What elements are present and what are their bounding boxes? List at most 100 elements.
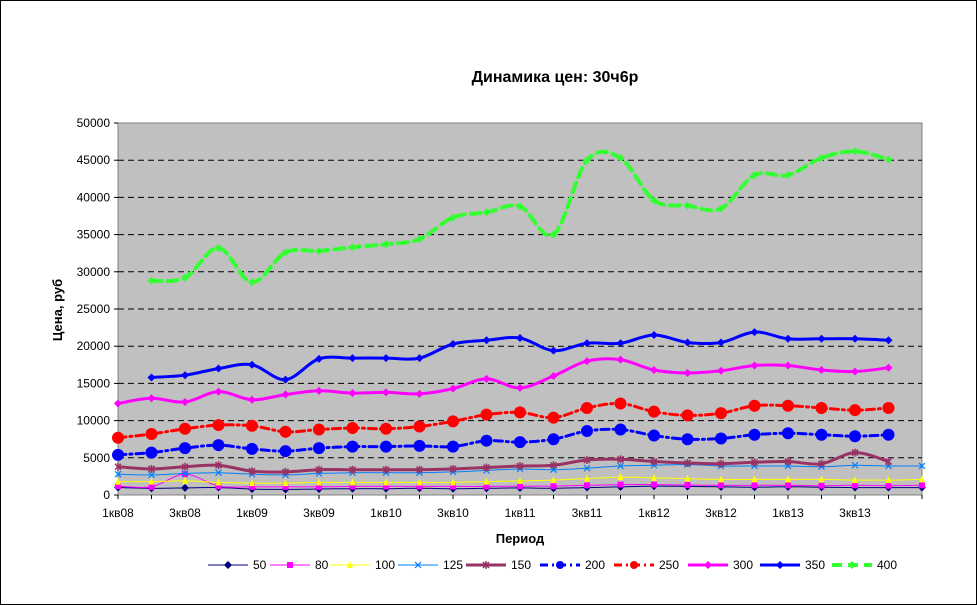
x-tick-label: 3кв11: [572, 506, 603, 520]
data-point: [748, 399, 761, 412]
legend-label: 80: [315, 558, 329, 572]
legend-item: 150: [466, 558, 531, 572]
y-tick-label: 5000: [83, 451, 110, 465]
series-lines: [112, 147, 926, 494]
x-tick-label: 1кв08: [102, 506, 134, 520]
legend-label: 400: [877, 558, 897, 572]
data-point: [416, 478, 423, 486]
data-point: [750, 171, 759, 180]
data-point: [447, 440, 459, 453]
data-point: [681, 409, 694, 422]
data-point: [651, 473, 657, 481]
data-point: [347, 561, 353, 568]
data-point: [817, 153, 826, 162]
legend-label: 100: [375, 558, 395, 572]
data-point: [316, 478, 322, 486]
data-point: [717, 459, 725, 468]
data-point: [648, 405, 660, 418]
data-point: [648, 429, 660, 442]
data-point: [851, 147, 859, 156]
data-point: [817, 459, 826, 468]
y-tick-label: 45000: [77, 153, 111, 167]
data-point: [114, 470, 122, 478]
series-line: [116, 451, 890, 474]
data-point: [818, 475, 825, 483]
data-point: [346, 440, 359, 453]
y-tick-label: 25000: [77, 302, 111, 316]
data-point: [784, 457, 792, 466]
data-point: [382, 240, 390, 249]
data-point: [550, 476, 557, 484]
data-point: [416, 483, 423, 490]
data-point: [650, 331, 658, 340]
legend-item: 300: [688, 558, 753, 572]
data-point: [684, 474, 691, 482]
data-point: [751, 482, 758, 489]
data-point: [782, 399, 794, 412]
legend-label: 250: [659, 558, 679, 572]
data-point: [884, 363, 893, 372]
data-point: [784, 361, 792, 370]
data-point: [617, 462, 624, 470]
legend-label: 200: [585, 558, 605, 572]
x-tick-label: 3кв08: [169, 506, 201, 520]
data-point: [348, 389, 357, 398]
data-point: [516, 334, 524, 343]
data-point: [181, 462, 189, 471]
data-point: [480, 408, 493, 421]
data-point: [815, 428, 828, 441]
legend-label: 150: [511, 558, 531, 572]
data-point: [348, 354, 357, 363]
data-point: [382, 354, 390, 363]
data-point: [415, 354, 424, 363]
data-point: [776, 561, 784, 569]
data-point: [784, 171, 792, 180]
data-point: [851, 448, 859, 457]
series-200: [112, 423, 895, 461]
data-point: [616, 339, 625, 348]
data-point: [785, 475, 791, 483]
data-point: [179, 422, 191, 435]
data-point: [248, 395, 256, 404]
data-point: [517, 476, 523, 484]
data-point: [214, 387, 223, 396]
data-point: [584, 474, 590, 482]
data-point: [281, 375, 290, 384]
data-point: [683, 368, 692, 377]
data-point: [181, 469, 189, 477]
x-tick-label: 3кв13: [839, 506, 871, 520]
data-point: [482, 561, 490, 569]
data-point: [248, 278, 256, 287]
data-point: [684, 481, 691, 488]
data-point: [516, 202, 524, 211]
data-point: [179, 442, 191, 455]
data-point: [556, 561, 564, 569]
data-point: [514, 406, 526, 419]
data-point: [651, 481, 657, 488]
data-point: [614, 397, 627, 410]
data-point: [415, 235, 424, 244]
data-point: [182, 476, 188, 484]
data-point: [212, 439, 225, 452]
data-point: [849, 404, 861, 417]
series-250: [112, 397, 895, 444]
data-point: [547, 411, 560, 424]
data-point: [282, 479, 289, 487]
x-tick-label: 1кв12: [638, 506, 670, 520]
data-point: [715, 407, 727, 420]
series-150: [114, 448, 893, 476]
data-point: [380, 422, 392, 435]
data-point: [583, 156, 591, 165]
data-point: [382, 465, 390, 474]
data-point: [583, 339, 591, 348]
data-point: [415, 465, 424, 474]
y-tick-label: 10000: [77, 414, 111, 428]
data-point: [147, 394, 156, 403]
data-point: [616, 455, 625, 464]
data-point: [148, 471, 155, 479]
data-point: [315, 386, 323, 395]
data-point: [316, 483, 322, 490]
data-point: [480, 434, 493, 447]
data-point: [885, 482, 892, 489]
